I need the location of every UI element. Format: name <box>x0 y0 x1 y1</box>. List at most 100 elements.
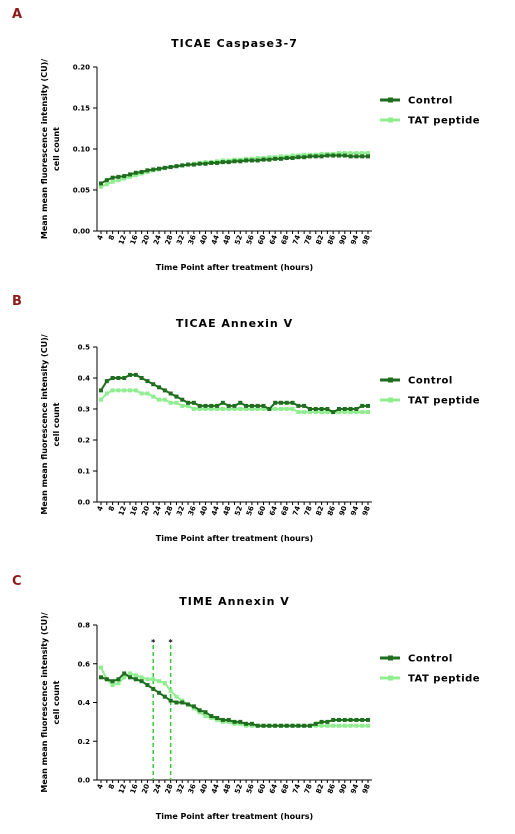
legend-label: TAT peptide <box>408 116 480 127</box>
data-point <box>325 410 330 415</box>
y-tick-label: 0.6 <box>78 660 91 668</box>
data-point <box>145 379 150 384</box>
data-point <box>162 397 167 402</box>
data-point <box>220 407 225 411</box>
data-point <box>104 379 109 384</box>
data-point <box>110 679 115 684</box>
data-point <box>220 717 225 722</box>
x-tick-label: 24 <box>152 783 163 795</box>
data-point <box>186 403 191 408</box>
x-tick-label: 86 <box>326 234 337 246</box>
x-tick-label: 52 <box>233 783 244 795</box>
data-point <box>325 719 330 724</box>
data-point <box>261 407 266 411</box>
x-tick-label: 90 <box>338 234 349 246</box>
x-axis-label: Time Point after treatment (hours) <box>156 534 313 543</box>
x-tick-label: 82 <box>315 505 326 517</box>
data-point <box>133 372 138 377</box>
data-point <box>331 723 336 728</box>
data-point <box>284 407 289 411</box>
data-point <box>209 160 214 165</box>
data-point <box>319 154 324 159</box>
x-tick-label: 98 <box>361 234 372 246</box>
data-point <box>139 679 144 684</box>
data-point <box>128 172 133 177</box>
x-tick-label: 94 <box>349 234 360 246</box>
data-point <box>145 683 150 688</box>
x-tick-label: 48 <box>222 783 233 795</box>
data-point <box>255 407 260 411</box>
data-point <box>116 388 121 393</box>
data-point <box>133 673 138 678</box>
data-point <box>168 391 173 396</box>
data-point <box>342 151 347 156</box>
data-point <box>336 153 341 158</box>
data-point <box>249 407 254 411</box>
data-point <box>319 723 324 728</box>
data-point <box>278 400 283 405</box>
significance-label: * <box>151 638 156 647</box>
data-point <box>336 723 341 728</box>
x-tick-label: 64 <box>268 783 279 795</box>
data-point <box>366 717 370 722</box>
data-point <box>128 675 133 680</box>
data-point <box>122 174 127 179</box>
data-point <box>331 153 336 158</box>
x-tick-label: 86 <box>326 505 337 517</box>
data-point <box>313 154 318 159</box>
data-point <box>273 400 278 405</box>
data-point <box>162 165 167 170</box>
data-point <box>244 403 249 408</box>
x-tick-label: 56 <box>245 505 256 517</box>
chart-title: TICAE Caspase3-7 <box>171 37 298 50</box>
data-point <box>319 407 324 411</box>
data-point <box>273 156 278 161</box>
x-tick-label: 98 <box>361 505 372 517</box>
x-tick-label: 44 <box>210 783 221 795</box>
data-point <box>278 723 283 728</box>
data-point <box>232 719 237 724</box>
data-point <box>238 719 243 724</box>
data-point <box>174 700 179 705</box>
y-tick-label: 0.0 <box>78 499 91 507</box>
x-tick-label: 28 <box>164 783 175 795</box>
y-tick-label: 0.20 <box>73 64 90 72</box>
data-point <box>360 723 365 728</box>
y-axis-label: Mean mean fluorescence intensity (CU)/ <box>40 334 49 514</box>
legend-marker <box>388 97 393 103</box>
data-point <box>354 151 359 156</box>
data-point <box>157 679 162 684</box>
data-point <box>325 723 330 728</box>
x-tick-label: 28 <box>164 505 175 517</box>
data-point <box>174 394 179 399</box>
data-point <box>139 376 144 380</box>
data-point <box>360 154 365 159</box>
x-tick-label: 60 <box>257 505 268 517</box>
x-tick-label: 68 <box>280 234 291 246</box>
data-point <box>267 407 272 411</box>
data-point <box>273 723 278 728</box>
data-point <box>278 407 283 411</box>
y-tick-label: 0.00 <box>73 228 90 236</box>
data-point <box>296 155 301 160</box>
chart-title: TIME Annexin V <box>179 595 290 608</box>
data-point <box>313 721 318 726</box>
legend-label: Control <box>408 96 453 107</box>
chart-title: TICAE Annexin V <box>176 317 293 330</box>
data-point <box>197 708 202 713</box>
x-tick-label: 94 <box>349 505 360 517</box>
y-tick-label: 0.4 <box>78 699 91 707</box>
data-point <box>360 403 365 408</box>
data-point <box>110 376 115 380</box>
data-point <box>180 163 185 168</box>
data-point <box>151 686 156 691</box>
data-point <box>348 723 353 728</box>
data-point <box>186 162 191 167</box>
data-point <box>139 391 144 396</box>
x-tick-label: 32 <box>175 234 186 246</box>
data-point <box>331 717 336 722</box>
data-point <box>325 407 330 411</box>
y-axis-label: Mean mean fluorescence intensity (CU)/ <box>40 612 49 792</box>
x-tick-label: 60 <box>257 234 268 246</box>
data-point <box>220 400 225 405</box>
